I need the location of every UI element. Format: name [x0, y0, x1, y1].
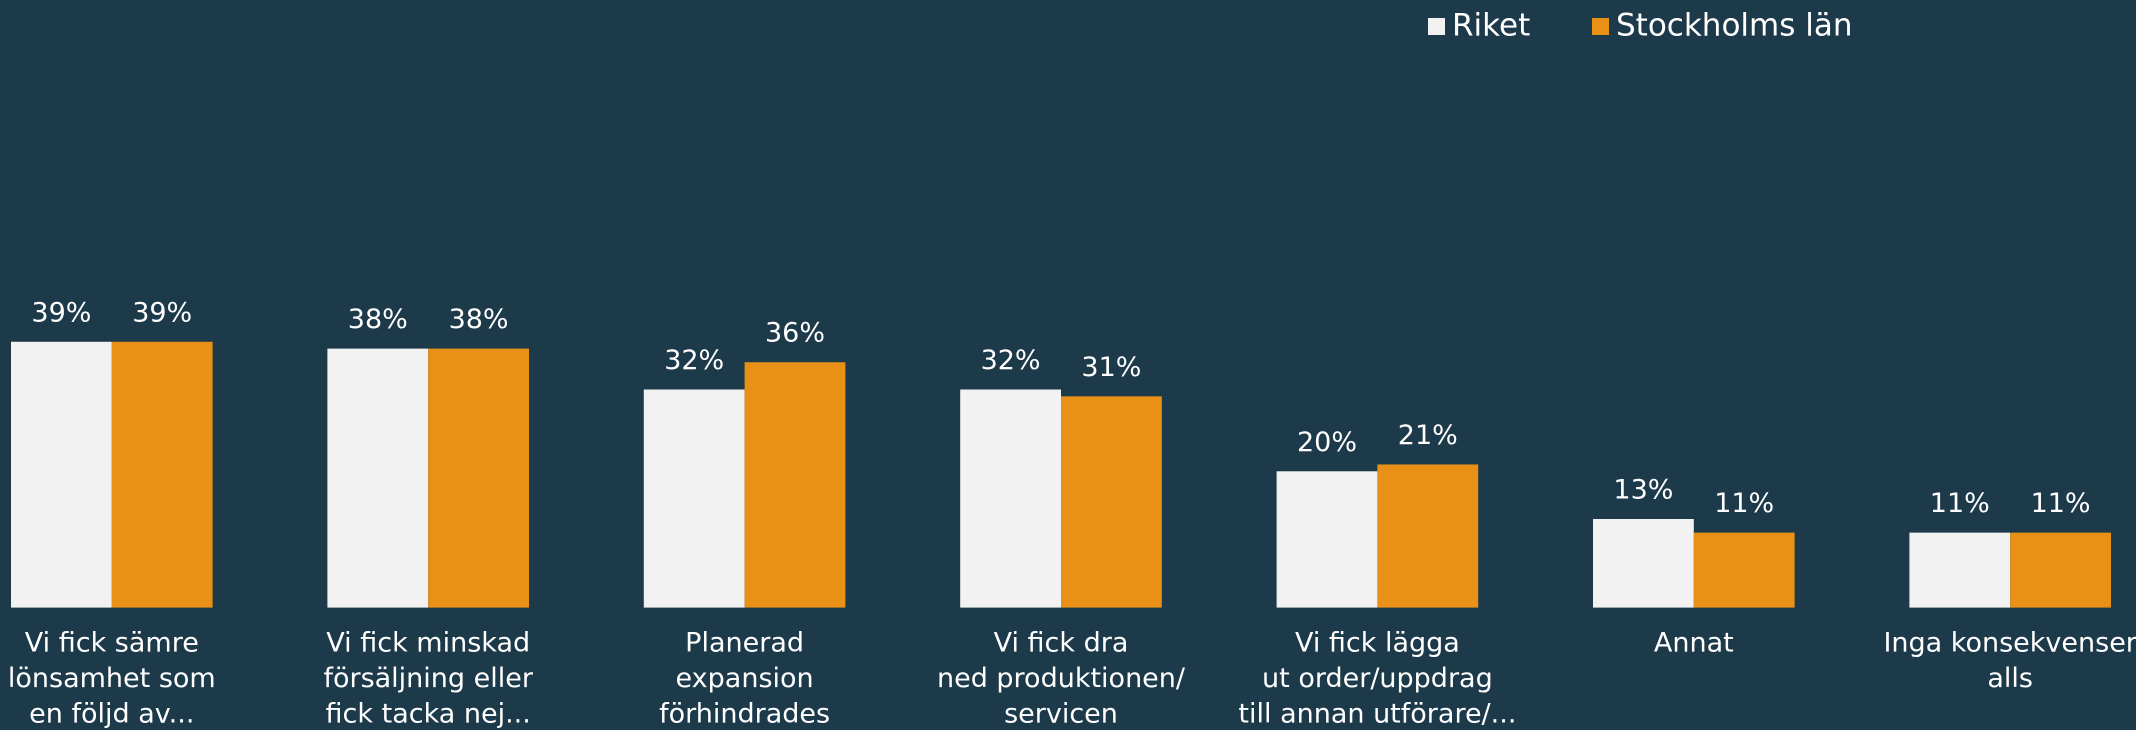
value-label: 32%	[664, 345, 724, 376]
legend-swatch	[1428, 18, 1445, 35]
value-label: 38%	[449, 304, 509, 335]
value-label: 31%	[1081, 352, 1141, 383]
value-label: 39%	[132, 297, 192, 328]
bar	[327, 348, 429, 608]
x-tick-label: Vi fick lägga	[1295, 628, 1460, 659]
bar	[111, 341, 213, 608]
value-label: 11%	[1714, 488, 1774, 519]
bar	[1276, 471, 1378, 608]
value-label: 11%	[1930, 488, 1990, 519]
value-label: 13%	[1613, 474, 1673, 505]
bar	[744, 362, 846, 608]
legend-swatch	[1592, 18, 1609, 35]
x-tick-label: Vi fick sämre	[25, 628, 199, 659]
value-label: 32%	[981, 345, 1041, 376]
bar	[1909, 532, 2011, 608]
value-label: 20%	[1297, 427, 1357, 458]
bar	[428, 348, 529, 608]
value-label: 39%	[31, 297, 91, 328]
bar	[1593, 518, 1694, 608]
value-label: 36%	[765, 318, 825, 349]
bar	[960, 389, 1061, 608]
x-tick-label: alls	[1987, 663, 2033, 694]
bar	[1377, 464, 1479, 608]
x-tick-label: Planerad	[685, 628, 804, 659]
legend-label: Riket	[1452, 8, 1530, 44]
bar	[1693, 532, 1795, 608]
x-tick-label: förhindrades	[659, 699, 830, 730]
x-tick-label: en följd av...	[29, 699, 194, 730]
value-label: 38%	[348, 304, 408, 335]
x-tick-label: Annat	[1654, 628, 1734, 659]
legend-label: Stockholms län	[1616, 8, 1852, 44]
x-tick-label: Inga konsekvenser	[1883, 628, 2136, 659]
x-tick-label: Vi fick minskad	[326, 628, 530, 659]
x-tick-label: lönsamhet som	[8, 663, 216, 694]
x-tick-label: expansion	[676, 663, 814, 694]
x-tick-label: ned produktionen/	[937, 663, 1186, 694]
bar	[1061, 396, 1162, 608]
x-tick-label: ut order/uppdrag	[1262, 663, 1493, 694]
value-label: 11%	[2031, 488, 2091, 519]
value-label: 21%	[1398, 420, 1458, 451]
x-tick-label: försäljning eller	[323, 663, 533, 694]
bar	[643, 389, 745, 608]
x-tick-label: fick tacka nej...	[326, 699, 531, 730]
bar	[11, 341, 112, 608]
x-tick-label: till annan utförare/...	[1238, 699, 1516, 730]
x-tick-label: servicen	[1004, 699, 1118, 730]
bar	[2010, 532, 2111, 608]
x-tick-label: Vi fick dra	[994, 628, 1129, 659]
